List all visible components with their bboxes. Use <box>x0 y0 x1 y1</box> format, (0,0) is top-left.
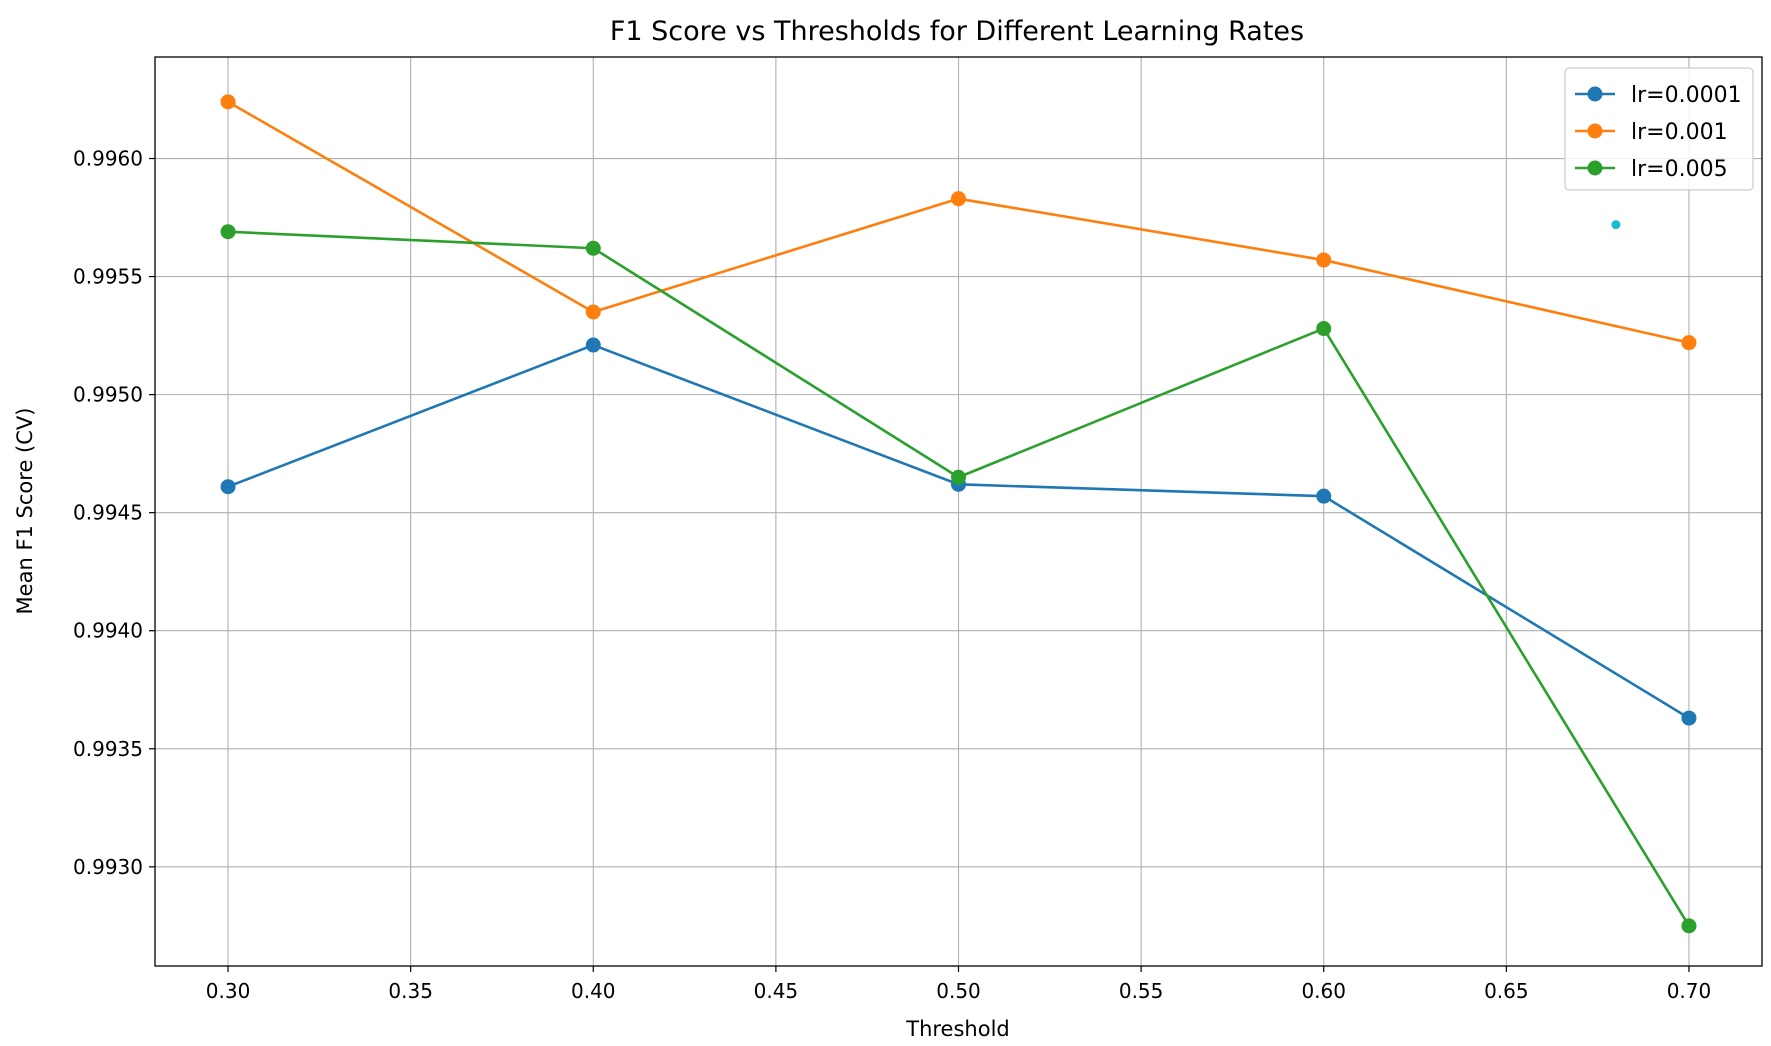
data-point <box>1316 321 1332 337</box>
y-tick-label: 0.9960 <box>73 147 143 171</box>
y-tick-label: 0.9950 <box>73 383 143 407</box>
x-tick-label: 0.45 <box>754 979 799 1003</box>
chart-title: F1 Score vs Thresholds for Different Lea… <box>610 16 1304 47</box>
legend-label: lr=0.001 <box>1631 120 1728 145</box>
y-tick-label: 0.9945 <box>73 501 143 525</box>
data-point <box>1316 488 1332 504</box>
data-point <box>1681 710 1697 726</box>
legend-label: lr=0.005 <box>1631 157 1728 182</box>
legend-item: lr=0.001 <box>1575 120 1728 145</box>
legend-item: lr=0.005 <box>1575 157 1728 182</box>
x-tick-label: 0.60 <box>1301 979 1346 1003</box>
x-axis-ticks: 0.30 0.35 0.40 0.45 0.50 0.55 0.60 0.65 0.70 <box>206 966 1711 1003</box>
grid <box>155 57 1762 966</box>
data-point <box>1681 918 1697 934</box>
data-point <box>585 337 601 353</box>
legend-swatch-marker <box>1587 86 1603 102</box>
legend-label: lr=0.0001 <box>1631 83 1742 108</box>
legend: lr=0.0001 lr=0.001 lr=0.005 <box>1564 67 1754 191</box>
data-point <box>585 240 601 256</box>
data-point <box>951 469 966 485</box>
annotation-point <box>1611 220 1621 230</box>
y-axis-label: Mean F1 Score (CV) <box>13 408 37 615</box>
data-point <box>220 224 236 240</box>
y-tick-label: 0.9935 <box>73 737 143 761</box>
series-2 <box>220 224 1697 934</box>
y-axis-ticks: 0.9930 0.9935 0.9940 0.9945 0.9950 0.9955 0.99… <box>73 147 155 879</box>
data-point <box>1681 335 1697 351</box>
legend-swatch-marker <box>1587 123 1603 139</box>
data-point <box>1316 252 1332 268</box>
data-point <box>220 479 236 495</box>
y-tick-label: 0.9930 <box>73 855 143 879</box>
data-point <box>220 94 236 110</box>
x-axis-label: Threshold <box>905 1017 1010 1041</box>
x-tick-label: 0.50 <box>936 979 981 1003</box>
data-point <box>951 191 966 207</box>
data-point <box>585 304 601 320</box>
x-tick-label: 0.40 <box>571 979 616 1003</box>
series-layer <box>220 94 1697 934</box>
y-tick-label: 0.9955 <box>73 265 143 289</box>
legend-box <box>1564 67 1754 191</box>
x-tick-label: 0.55 <box>1119 979 1164 1003</box>
x-tick-label: 0.65 <box>1484 979 1529 1003</box>
x-tick-label: 0.30 <box>206 979 251 1003</box>
x-tick-label: 0.35 <box>388 979 433 1003</box>
legend-item: lr=0.0001 <box>1575 83 1742 108</box>
legend-swatch-marker <box>1587 160 1603 176</box>
x-tick-label: 0.70 <box>1667 979 1712 1003</box>
y-tick-label: 0.9940 <box>73 619 143 643</box>
